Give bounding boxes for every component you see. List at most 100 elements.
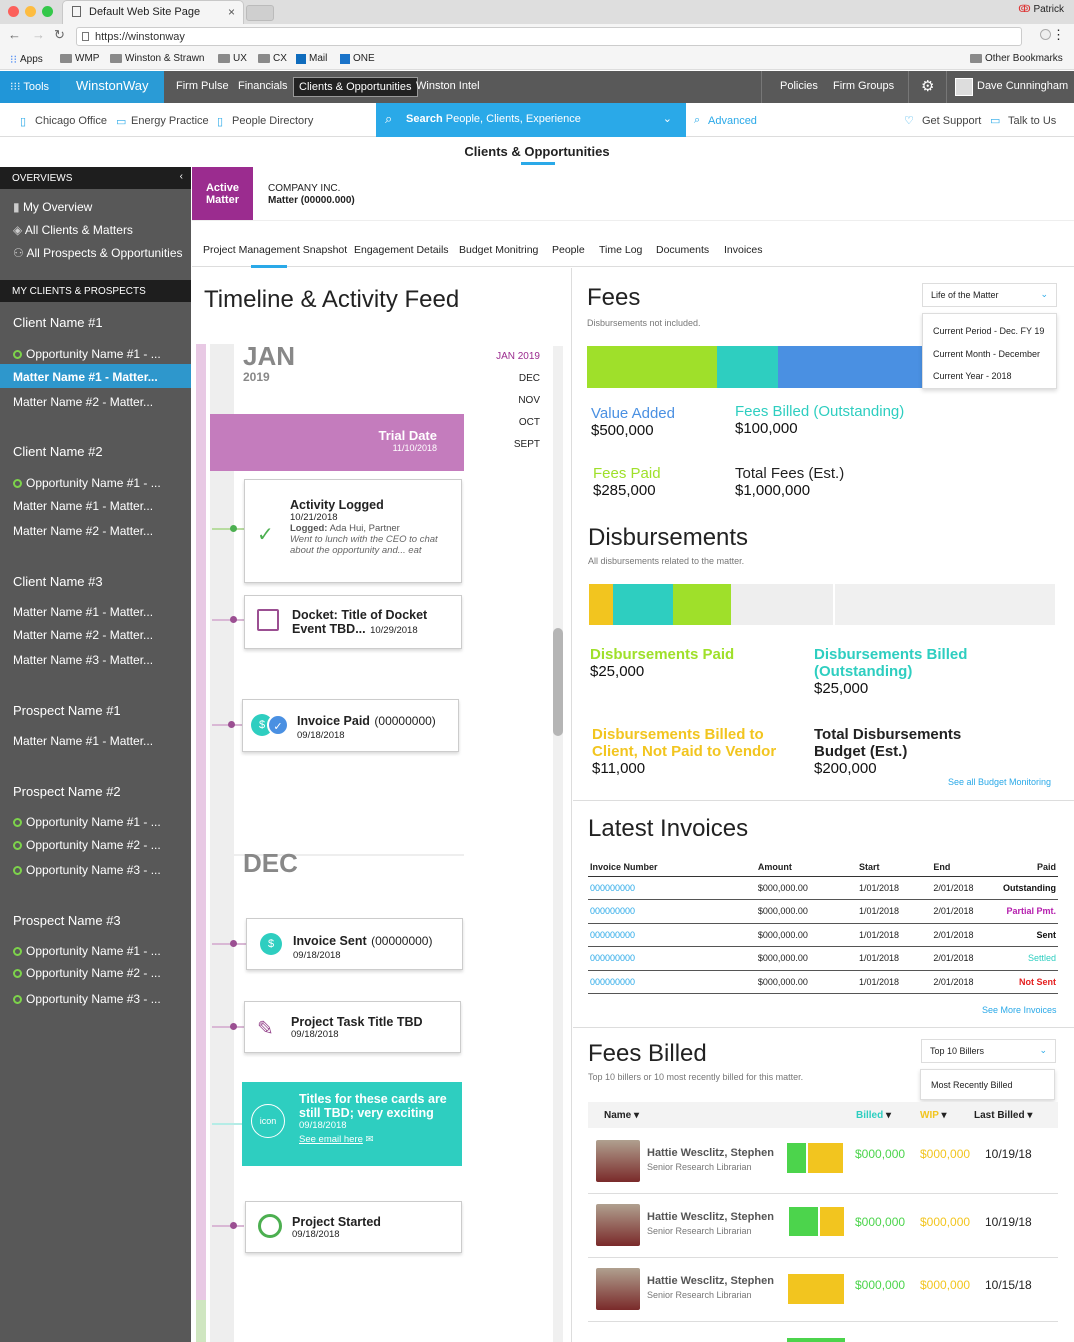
table-row[interactable]: 000000000 $000,000.00 1/01/2018 2/01/2018 Se…	[588, 946, 1058, 971]
url-input[interactable]: https://winstonway	[76, 27, 1051, 46]
scrollbar-track[interactable]	[553, 346, 563, 1342]
client-3-title[interactable]: Client Name #3	[13, 574, 103, 589]
profile-user[interactable]: ↂ Patrick	[1018, 4, 1064, 15]
sidebar-item[interactable]: Matter Name #2 - Matter...	[13, 395, 154, 409]
invoice-link[interactable]: 000000000	[588, 946, 756, 971]
advanced-link[interactable]: Advanced	[708, 115, 757, 127]
table-row[interactable]: 000000000 $000,000.00 1/01/2018 2/01/2018 Pa…	[588, 899, 1058, 924]
bookmark-apps[interactable]: ⁝⁝ Apps	[10, 53, 43, 66]
invoice-link[interactable]: 000000000	[588, 970, 756, 994]
sidebar-item[interactable]: Opportunity Name #3 - ...	[13, 863, 183, 877]
bookmark-winston[interactable]: Winston & Strawn	[110, 53, 204, 64]
see-email-link[interactable]: See email here	[299, 1134, 363, 1145]
activity-logged-card[interactable]: ✓ Activity Logged 10/21/2018 Logged: Ada…	[244, 479, 462, 583]
tab-engagement-details[interactable]: Engagement Details	[354, 244, 449, 256]
nav-firm-groups[interactable]: Firm Groups	[833, 80, 895, 92]
bookmark-wmp[interactable]: WMP	[60, 53, 99, 64]
link-energy-practice[interactable]: Energy Practice	[131, 115, 209, 127]
tab-project-management[interactable]: Project Management Snapshot	[203, 244, 348, 256]
sidebar-item-selected[interactable]: Matter Name #1 - Matter...	[13, 370, 158, 384]
email-card[interactable]: icon Titles for these cards are still TB…	[242, 1082, 462, 1166]
menu-option[interactable]: Current Year - 2018	[933, 371, 1012, 381]
table-row[interactable]: 000000000 $000,000.00 1/01/2018 2/01/2018 Ou…	[588, 876, 1058, 900]
trial-date-banner[interactable]: Trial Date 11/10/2018	[210, 414, 464, 471]
sidebar-item[interactable]: Matter Name #2 - Matter...	[13, 628, 154, 642]
sidebar-item[interactable]: Opportunity Name #1 - ...	[13, 944, 183, 958]
prospect-1-title[interactable]: Prospect Name #1	[13, 703, 121, 718]
sidebar-item[interactable]: Matter Name #1 - Matter...	[13, 734, 154, 748]
tab-time-log[interactable]: Time Log	[599, 244, 643, 256]
table-row[interactable]: 000000000 $000,000.00 1/01/2018 2/01/2018 No…	[588, 970, 1058, 994]
chevron-down-icon[interactable]: ⌄	[662, 113, 672, 125]
back-icon[interactable]: ←	[8, 27, 21, 42]
bookmark-cx[interactable]: CX	[258, 53, 287, 64]
forward-icon[interactable]: →	[32, 27, 45, 42]
tab-people[interactable]: People	[552, 244, 585, 256]
menu-option[interactable]: Current Period - Dec. FY 19	[933, 326, 1045, 336]
invoice-paid-card[interactable]: $ ✓ Invoice Paid (00000000) 09/18/2018	[242, 699, 459, 752]
prospect-2-title[interactable]: Prospect Name #2	[13, 784, 121, 799]
new-tab-button[interactable]	[246, 5, 274, 21]
bookmark-other[interactable]: Other Bookmarks	[970, 53, 1063, 64]
talk-to-us-link[interactable]: Talk to Us	[1008, 115, 1057, 127]
bookmark-ux[interactable]: UX	[218, 53, 247, 64]
search-input[interactable]: ⌕ Search People, Clients, Experience ⌄	[376, 103, 686, 137]
sidebar-item[interactable]: Opportunity Name #1 - ...	[13, 815, 183, 829]
user-name[interactable]: Dave Cunningham	[977, 80, 1069, 92]
project-started-card[interactable]: Project Started 09/18/2018	[245, 1201, 462, 1253]
invoice-sent-card[interactable]: $ Invoice Sent (00000000) 09/18/2018	[246, 918, 463, 970]
nav-winston-intel[interactable]: Winston Intel	[416, 80, 480, 92]
invoice-link[interactable]: 000000000	[588, 923, 756, 947]
sidebar-item[interactable]: Opportunity Name #2 - ...	[13, 838, 183, 852]
window-minimize-button[interactable]	[25, 6, 36, 17]
reload-icon[interactable]: ↻	[54, 27, 65, 42]
billers-dropdown[interactable]: Top 10 Billers ⌄	[921, 1039, 1056, 1063]
sidebar-item[interactable]: Matter Name #1 - Matter...	[13, 499, 154, 513]
sort-last-billed[interactable]: Last Billed ▾	[974, 1110, 1032, 1121]
prospect-3-title[interactable]: Prospect Name #3	[13, 913, 121, 928]
month-link-dec[interactable]: DEC	[518, 373, 540, 384]
sidebar-my-overview[interactable]: ▮ My Overview	[13, 200, 183, 214]
fees-period-dropdown[interactable]: Life of the Matter ⌄	[922, 283, 1057, 307]
browser-tab[interactable]: Default Web Site Page ×	[62, 0, 244, 24]
link-people-directory[interactable]: People Directory	[232, 115, 314, 127]
get-support-link[interactable]: Get Support	[922, 115, 982, 127]
month-link-nov[interactable]: NOV	[518, 395, 540, 406]
client-2-title[interactable]: Client Name #2	[13, 444, 103, 459]
month-link-jan[interactable]: JAN 2019	[496, 351, 540, 362]
billers-menu-option[interactable]: Most Recently Billed	[920, 1069, 1055, 1100]
sort-billed[interactable]: Billed ▾	[856, 1110, 891, 1121]
brand-logo[interactable]: WinstonWay	[60, 71, 164, 103]
client-1-title[interactable]: Client Name #1	[13, 315, 103, 330]
user-avatar[interactable]	[955, 78, 973, 96]
sidebar-item[interactable]: Opportunity Name #1 - ...	[13, 476, 183, 490]
invoice-link[interactable]: 000000000	[588, 876, 756, 900]
table-row[interactable]: 000000000 $000,000.00 1/01/2018 2/01/2018 Se…	[588, 923, 1058, 947]
sidebar-item[interactable]: Matter Name #3 - Matter...	[13, 653, 154, 667]
settings-gear-icon[interactable]: ⚙	[921, 78, 935, 95]
collapse-chevron-icon[interactable]: ‹	[179, 171, 183, 182]
scrollbar-thumb[interactable]	[553, 628, 563, 736]
biller-row[interactable]: Hattie Wesclitz, Stephen Senior Research…	[588, 1258, 1058, 1322]
sidebar-item[interactable]: Opportunity Name #2 - ...	[13, 966, 183, 980]
see-more-invoices-link[interactable]: See More Invoices	[982, 1005, 1057, 1015]
nav-clients-opportunities[interactable]: Clients & Opportunities	[293, 77, 418, 97]
biller-row[interactable]: Hattie Wesclitz, Stephen Senior Research…	[588, 1194, 1058, 1258]
sidebar-item[interactable]: Opportunity Name #3 - ...	[13, 992, 183, 1006]
tab-invoices[interactable]: Invoices	[724, 244, 763, 256]
menu-option[interactable]: Current Month - December	[933, 348, 1041, 359]
menu-kebab-icon[interactable]: ⋮	[1052, 27, 1065, 42]
sidebar-item[interactable]: Matter Name #1 - Matter...	[13, 605, 154, 619]
nav-policies[interactable]: Policies	[780, 80, 818, 92]
tab-budget-monitoring[interactable]: Budget Monitring	[459, 244, 539, 256]
month-link-oct[interactable]: OCT	[518, 417, 540, 428]
bookmark-one[interactable]: ONE	[340, 53, 375, 64]
extension-icon[interactable]	[1040, 29, 1051, 40]
nav-financials[interactable]: Financials	[238, 80, 288, 92]
sort-name[interactable]: Name ▾	[604, 1110, 639, 1121]
window-close-button[interactable]	[8, 6, 19, 17]
month-link-sept[interactable]: SEPT	[513, 439, 540, 450]
window-maximize-button[interactable]	[42, 6, 53, 17]
project-task-card[interactable]: ✎ Project Task Title TBD 09/18/2018	[244, 1001, 461, 1053]
tab-close-icon[interactable]: ×	[227, 5, 235, 19]
